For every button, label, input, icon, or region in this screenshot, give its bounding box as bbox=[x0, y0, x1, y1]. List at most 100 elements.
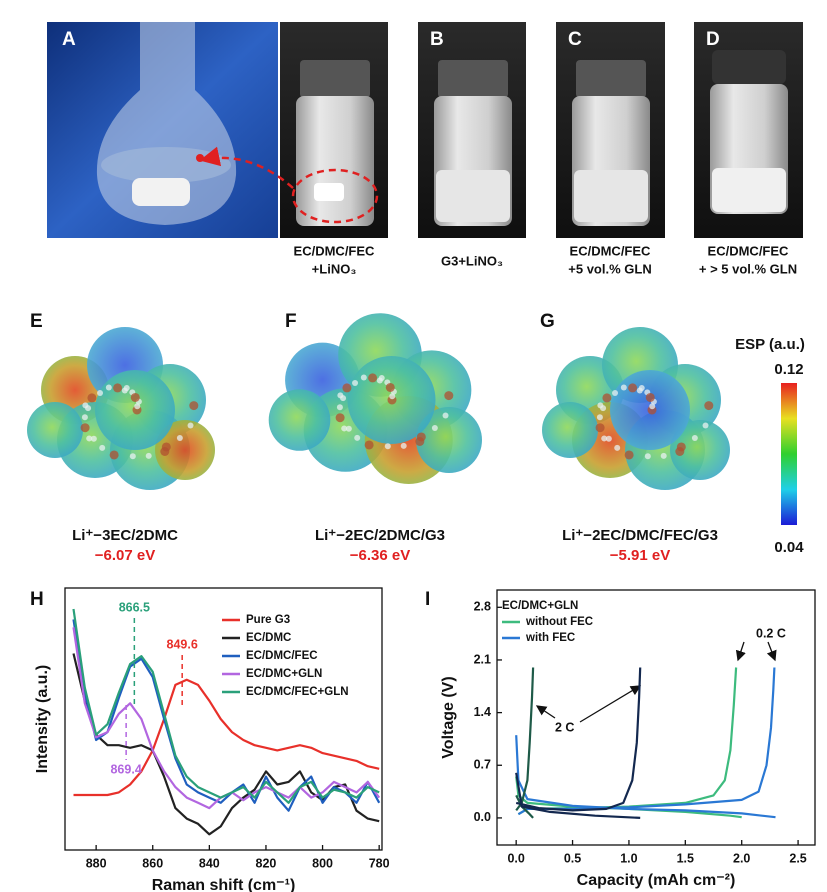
series-line bbox=[72, 608, 380, 804]
atom bbox=[187, 422, 194, 429]
x-tick-label: 820 bbox=[256, 856, 277, 870]
molecule-surface bbox=[542, 402, 598, 458]
y-axis-label: Voltage (V) bbox=[440, 676, 457, 758]
photo bbox=[694, 22, 803, 238]
atom bbox=[444, 391, 454, 401]
legend-label: EC/DMC bbox=[246, 632, 291, 644]
atom bbox=[600, 405, 607, 412]
panel-label: F bbox=[285, 311, 297, 332]
panel-label: H bbox=[30, 589, 44, 610]
atom bbox=[130, 392, 140, 402]
atom bbox=[614, 444, 621, 451]
caption: +LiNO₃ bbox=[312, 261, 357, 276]
atom bbox=[336, 404, 343, 411]
molecule-name: Li⁺−3EC/2DMC bbox=[72, 527, 178, 544]
atom bbox=[636, 387, 643, 394]
atom bbox=[595, 423, 605, 433]
atom bbox=[161, 442, 171, 452]
annotation: 2 C bbox=[555, 720, 574, 734]
atom bbox=[416, 432, 426, 442]
atom bbox=[442, 412, 449, 419]
atom bbox=[129, 453, 136, 460]
atom bbox=[99, 444, 106, 451]
x-axis-label: Raman shift (cm⁻¹) bbox=[152, 877, 296, 892]
peak-label: 866.5 bbox=[119, 600, 150, 614]
y-tick-label: 1.4 bbox=[474, 705, 491, 719]
atom bbox=[691, 435, 698, 442]
plot-frame bbox=[496, 589, 816, 846]
atom bbox=[660, 452, 667, 459]
molecule-surface bbox=[268, 389, 331, 451]
peak-label: 869.4 bbox=[110, 762, 141, 776]
atom bbox=[97, 389, 104, 396]
x-tick-label: 840 bbox=[199, 856, 220, 870]
photo bbox=[47, 22, 278, 238]
atom bbox=[431, 425, 438, 432]
plot-frame bbox=[64, 587, 383, 851]
series-line bbox=[73, 678, 380, 797]
atom bbox=[341, 425, 348, 432]
atom bbox=[624, 450, 634, 460]
x-tick-label: 780 bbox=[369, 856, 390, 870]
y-axis-label: Intensity (a.u.) bbox=[34, 665, 51, 773]
atom bbox=[81, 414, 88, 421]
legend-label: EC/DMC+GLN bbox=[246, 668, 322, 680]
atom bbox=[645, 392, 655, 402]
panel-label: G bbox=[540, 311, 555, 332]
atom bbox=[602, 393, 612, 403]
panel-label: A bbox=[62, 29, 76, 50]
atom bbox=[105, 384, 112, 391]
legend-label: EC/DMC/FEC bbox=[246, 650, 318, 662]
arrow bbox=[766, 641, 777, 662]
atom bbox=[601, 435, 608, 442]
caption: + > 5 vol.% GLN bbox=[699, 261, 797, 276]
atom bbox=[335, 413, 345, 423]
arrow bbox=[735, 641, 746, 662]
x-tick-label: 1.0 bbox=[620, 851, 637, 865]
atom bbox=[345, 425, 352, 432]
series-line bbox=[72, 627, 381, 810]
atom bbox=[364, 440, 374, 450]
series-line bbox=[515, 667, 776, 819]
atom bbox=[360, 374, 367, 381]
atom bbox=[605, 435, 612, 442]
binding-energy: −6.07 eV bbox=[95, 547, 155, 564]
colorbar-max: 0.12 bbox=[774, 361, 803, 378]
atom bbox=[121, 387, 128, 394]
colorbar bbox=[781, 383, 797, 525]
legend-label: EC/DMC/FEC+GLN bbox=[246, 686, 349, 698]
arrow bbox=[535, 705, 556, 719]
molecule-surface bbox=[155, 420, 215, 480]
atom bbox=[400, 442, 407, 449]
atom bbox=[389, 393, 396, 400]
caption: G3+LiNO₃ bbox=[441, 253, 503, 268]
atom bbox=[113, 383, 123, 393]
atom bbox=[109, 450, 119, 460]
atom bbox=[628, 383, 638, 393]
atom bbox=[189, 401, 199, 411]
atom bbox=[368, 373, 378, 383]
atom bbox=[340, 395, 347, 402]
atom bbox=[354, 434, 361, 441]
annotation: 0.2 C bbox=[756, 626, 786, 640]
legend-label: without FEC bbox=[525, 616, 593, 628]
atom bbox=[352, 379, 359, 386]
atom bbox=[145, 452, 152, 459]
colorbar-title: ESP (a.u.) bbox=[735, 336, 805, 353]
panel-label: C bbox=[568, 29, 582, 50]
binding-energy: −5.91 eV bbox=[610, 547, 670, 564]
photo bbox=[418, 22, 526, 238]
atom bbox=[176, 435, 183, 442]
x-tick-label: 880 bbox=[86, 856, 107, 870]
y-tick-label: 2.8 bbox=[474, 600, 491, 614]
x-tick-label: 0.0 bbox=[507, 851, 524, 865]
x-tick-label: 1.5 bbox=[677, 851, 694, 865]
colorbar-min: 0.04 bbox=[774, 539, 804, 556]
photo bbox=[556, 22, 665, 238]
x-axis-label: Capacity (mAh cm⁻²) bbox=[577, 872, 736, 889]
atom bbox=[376, 377, 383, 384]
x-tick-label: 0.5 bbox=[564, 851, 581, 865]
legend-label: Pure G3 bbox=[246, 614, 290, 626]
legend-title: EC/DMC+GLN bbox=[502, 600, 578, 612]
y-tick-label: 0.0 bbox=[474, 810, 491, 824]
